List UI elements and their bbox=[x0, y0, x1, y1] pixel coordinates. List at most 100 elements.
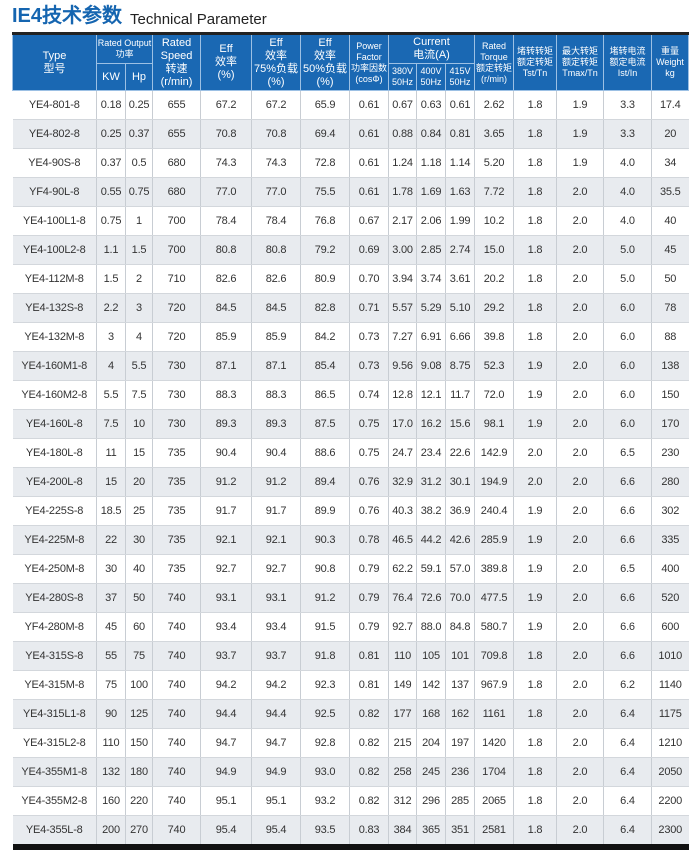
cell-value: 24.7 bbox=[388, 438, 417, 468]
cell-value: 11.7 bbox=[445, 380, 475, 410]
cell-value: 72.8 bbox=[300, 148, 350, 178]
header-eff75: Eff 效率 75%负载 (%) bbox=[251, 33, 302, 91]
cell-value: 1.8 bbox=[513, 148, 557, 178]
cell-value: 6.5 bbox=[603, 438, 652, 468]
cell-value: 80.8 bbox=[200, 235, 252, 265]
cell-value: 93.5 bbox=[300, 815, 350, 848]
cell-value: 1.5 bbox=[124, 235, 153, 265]
cell-value: 730 bbox=[152, 351, 201, 381]
cell-value: 2.0 bbox=[556, 322, 604, 352]
cell-value: 2300 bbox=[651, 815, 689, 848]
cell-type: YE4-132M-8 bbox=[12, 322, 97, 352]
cell-value: 285.9 bbox=[474, 525, 514, 555]
cell-value: 12.8 bbox=[388, 380, 417, 410]
cell-value: 93.0 bbox=[300, 757, 350, 787]
cell-value: 84.8 bbox=[445, 612, 475, 642]
cell-value: 236 bbox=[445, 757, 475, 787]
cell-value: 12.1 bbox=[416, 380, 446, 410]
cell-value: 20 bbox=[651, 119, 689, 149]
cell-value: 6.91 bbox=[416, 322, 446, 352]
cell-value: 3 bbox=[96, 322, 126, 352]
cell-value: 0.61 bbox=[445, 90, 475, 120]
cell-value: 0.76 bbox=[349, 467, 389, 497]
technical-parameter-table: Type 型号 Rated Output 功率 Rated Speed 转速 (r/min… bbox=[12, 32, 690, 850]
cell-value: 2.0 bbox=[556, 264, 604, 294]
header-line: 堵转转矩 bbox=[517, 46, 554, 56]
cell-value: 285 bbox=[445, 786, 475, 816]
cell-value: 6.6 bbox=[603, 641, 652, 671]
cell-value: 91.5 bbox=[300, 612, 350, 642]
cell-value: 84.2 bbox=[300, 322, 350, 352]
cell-value: 4.0 bbox=[603, 206, 652, 236]
cell-value: 2.74 bbox=[445, 235, 475, 265]
cell-value: 735 bbox=[152, 554, 201, 584]
cell-value: 46.5 bbox=[388, 525, 417, 555]
cell-value: 92.1 bbox=[200, 525, 252, 555]
cell-value: 1420 bbox=[474, 728, 514, 758]
cell-value: 6.6 bbox=[603, 583, 652, 613]
cell-value: 84.5 bbox=[251, 293, 301, 323]
cell-type: YE4-355L-8 bbox=[12, 815, 97, 848]
cell-value: 2.0 bbox=[556, 554, 604, 584]
header-tst: 堵转转矩 额定转矩 Tst/Tn bbox=[513, 33, 558, 91]
cell-value: 6.6 bbox=[603, 525, 652, 555]
cell-value: 89.9 bbox=[300, 496, 350, 526]
cell-value: 194.9 bbox=[474, 467, 514, 497]
header-line: Eff bbox=[318, 36, 332, 49]
cell-value: 2.85 bbox=[416, 235, 446, 265]
cell-value: 302 bbox=[651, 496, 689, 526]
cell-value: 85.4 bbox=[300, 351, 350, 381]
cell-value: 215 bbox=[388, 728, 417, 758]
cell-value: 87.5 bbox=[300, 409, 350, 439]
cell-value: 6.0 bbox=[603, 409, 652, 439]
cell-value: 2.0 bbox=[556, 786, 604, 816]
cell-type: YE4-160L-8 bbox=[12, 409, 97, 439]
cell-value: 4.0 bbox=[603, 177, 652, 207]
header-line: Rated bbox=[482, 40, 507, 51]
cell-type: YE4-801-8 bbox=[12, 90, 97, 120]
cell-value: 2.0 bbox=[556, 728, 604, 758]
cell-value: 22 bbox=[96, 525, 126, 555]
cell-value: 82.6 bbox=[200, 264, 252, 294]
cell-value: 1.9 bbox=[513, 351, 557, 381]
cell-value: 1.99 bbox=[445, 206, 475, 236]
cell-value: 735 bbox=[152, 496, 201, 526]
cell-value: 88.6 bbox=[300, 438, 350, 468]
cell-value: 7.5 bbox=[124, 380, 153, 410]
cell-value: 520 bbox=[651, 583, 689, 613]
cell-value: 3.3 bbox=[603, 119, 652, 149]
cell-value: 6.0 bbox=[603, 293, 652, 323]
cell-value: 77.0 bbox=[200, 177, 252, 207]
cell-value: 89.3 bbox=[200, 409, 252, 439]
header-line: 功率 bbox=[115, 49, 134, 59]
cell-value: 92.7 bbox=[388, 612, 417, 642]
cell-value: 52.3 bbox=[474, 351, 514, 381]
header-line: 380V bbox=[392, 66, 414, 76]
header-hp: Hp bbox=[124, 63, 154, 91]
cell-value: 0.55 bbox=[96, 177, 126, 207]
cell-value: 6.4 bbox=[603, 757, 652, 787]
cell-value: 92.8 bbox=[300, 728, 350, 758]
table-row: YE4-225M-8 22 30 735 92.1 92.1 90.3 0.78 46.5 44.… bbox=[12, 525, 689, 555]
cell-value: 2.0 bbox=[556, 206, 604, 236]
cell-value: 0.81 bbox=[349, 670, 389, 700]
cell-value: 1.14 bbox=[445, 148, 475, 178]
cell-value: 15.6 bbox=[445, 409, 475, 439]
cell-value: 0.61 bbox=[349, 119, 389, 149]
cell-value: 22.6 bbox=[445, 438, 475, 468]
cell-value: 655 bbox=[152, 119, 201, 149]
cell-value: 6.4 bbox=[603, 699, 652, 729]
table-row: YE4-355M2-8 160 220 740 95.1 95.1 93.2 0.82 312 2… bbox=[12, 786, 689, 816]
cell-type: YE4-315S-8 bbox=[12, 641, 97, 671]
cell-value: 90.4 bbox=[200, 438, 252, 468]
cell-value: 2.0 bbox=[556, 815, 604, 848]
cell-value: 4.0 bbox=[603, 148, 652, 178]
cell-value: 91.8 bbox=[300, 641, 350, 671]
cell-value: 735 bbox=[152, 438, 201, 468]
cell-value: 296 bbox=[416, 786, 446, 816]
header-line: Torque bbox=[480, 51, 508, 62]
cell-type: YF4-280M-8 bbox=[12, 612, 97, 642]
cell-value: 75.5 bbox=[300, 177, 350, 207]
cell-value: 29.2 bbox=[474, 293, 514, 323]
cell-value: 1.8 bbox=[513, 206, 557, 236]
